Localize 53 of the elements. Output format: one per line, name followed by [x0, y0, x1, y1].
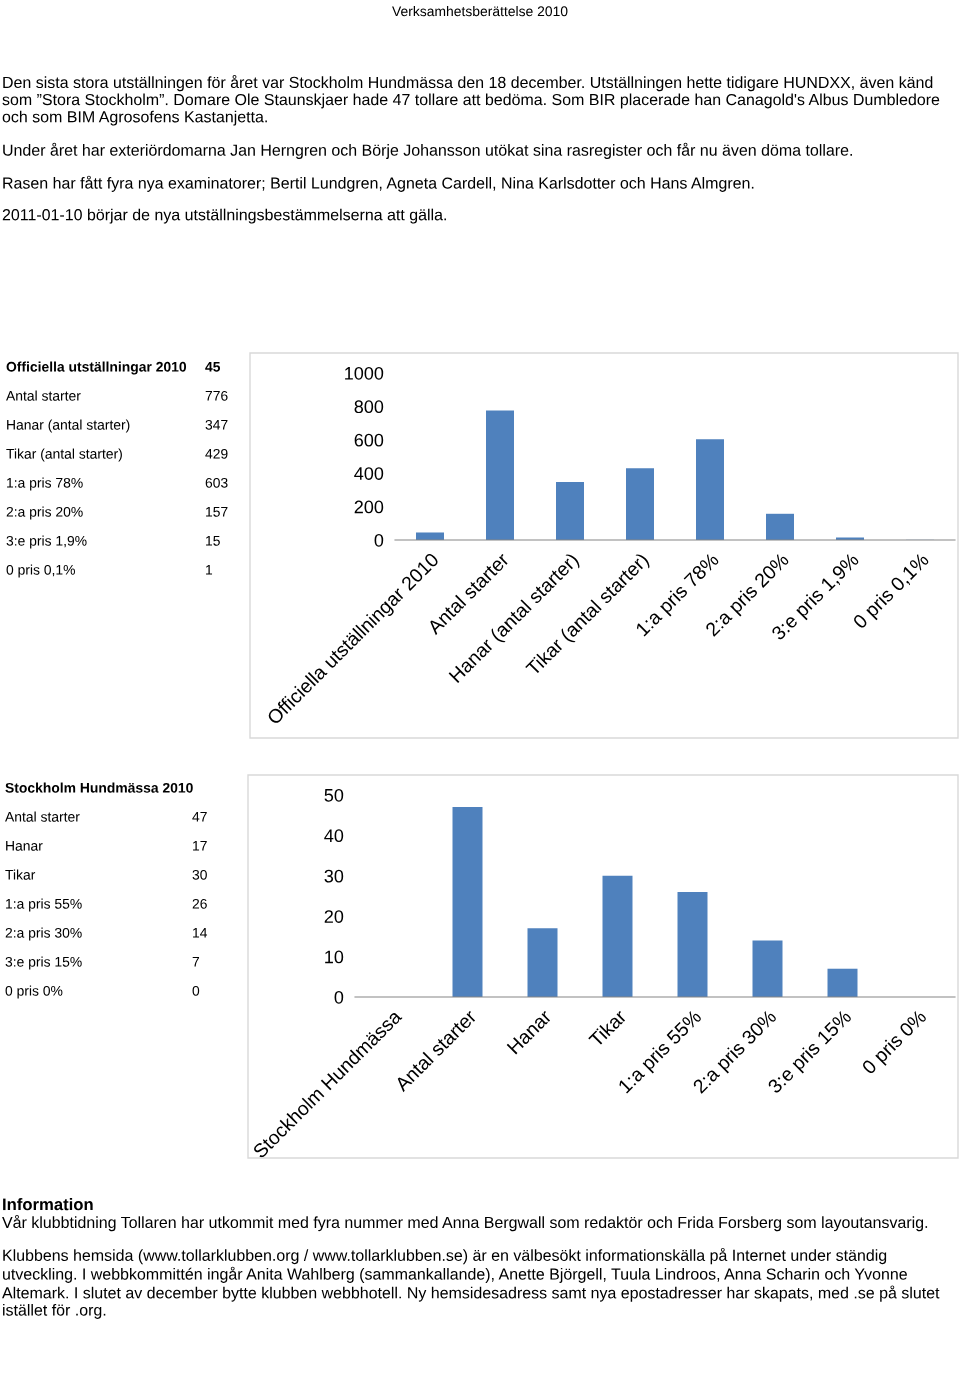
data-label: 15	[206, 536, 220, 546]
text: Information	[3, 1198, 93, 1211]
data-label: 45	[205, 362, 221, 372]
category-label: Hanar	[6, 841, 43, 851]
data-label: 776	[205, 390, 228, 401]
category-label: 0 pris 0%	[5, 985, 63, 999]
category-label: Antal starter	[6, 390, 81, 401]
data-label: 347	[205, 419, 228, 430]
y-tick-label: 1000	[345, 366, 384, 380]
y-tick-label: 30	[324, 869, 344, 883]
data-label: 30	[192, 869, 207, 880]
y-tick-label: 800	[354, 400, 384, 414]
data-label: 603	[205, 477, 228, 488]
y-tick-label: 0	[334, 990, 344, 1004]
data-label: 157	[206, 507, 228, 517]
x-tick-label: Tikar	[587, 1008, 628, 1048]
x-tick-label: 0 pris 0%	[860, 1008, 930, 1078]
text: 2011-01-10 börjar de nya utställningsbestämmelserna att gälla.	[2, 208, 446, 224]
data-label: 17	[193, 841, 207, 851]
data-label: 47	[192, 812, 207, 822]
data-label: 7	[192, 957, 200, 967]
text: Klubbens hemsida (www.tollarklubben.org / www.tollarklubben.se) är en välbesökt informationskälla på Internet under ständig utveckling. I webbkommittén ingår Anita Wahlberg (sammankallande), Anette Björgell, Tuula Lindroos, Anna Scharin och Yvonne Altemark. I slutet av december bytte klubben webbhotell. Ny hemsidesadress samt nya epostadresser har skapats, med .se på slutet istället för .org.	[2, 1247, 940, 1319]
category-label: 3:e pris 1,9%	[6, 535, 87, 549]
category-label: Tikar (antal starter)	[6, 448, 122, 462]
y-tick-label: 10	[325, 950, 344, 964]
y-tick-label: 0	[374, 533, 384, 547]
y-tick-label: 200	[354, 500, 384, 514]
y-tick-label: 20	[324, 910, 344, 923]
text: Den sista stora utställningen för året var Stockholm Hundmässa den 18 december. Utställningen hette tidigare HUNDXX, även känd som ”Stora Stockholm”. Domare Ole Staunskjaer hade 47 tollare att bedöma. Som BIR placerade han Canagold's Albus Dumbledore och som BIM Agrosofens Kastanjetta.	[2, 75, 940, 126]
category-label: 0 pris 0,1%	[6, 564, 75, 578]
category-label: Tikar	[5, 869, 36, 880]
data-label: 1	[206, 565, 213, 575]
category-label: 3:e pris 15%	[5, 956, 82, 970]
data-label: 14	[193, 928, 208, 938]
category-label: Antal starter	[5, 811, 80, 822]
data-label: 26	[192, 898, 207, 909]
text: Vår klubbtidning Tollaren har utkommit med fyra nummer med Anna Bergwall som redaktör och Frida Forsberg som layoutansvarig.	[2, 1215, 928, 1232]
text: Verksamhetsberättelse 2010	[392, 6, 568, 17]
y-tick-label: 600	[354, 433, 384, 447]
y-tick-label: 40	[324, 829, 344, 843]
category-label: 2:a pris 20%	[6, 506, 83, 520]
text: Under året har exteriördomarna Jan Herngren och Börje Johansson utökat sina rasregister och får nu även döma tollare.	[3, 142, 852, 159]
category-label: Hanar (antal starter)	[7, 419, 130, 433]
y-tick-label: 400	[354, 467, 384, 480]
category-label: 2:a pris 30%	[5, 927, 82, 941]
category-label: Officiella utställningar 2010	[6, 361, 187, 375]
category-label: 1:a pris 55%	[6, 898, 82, 912]
data-label: 0	[192, 985, 200, 996]
category-label: 1:a pris 78%	[7, 477, 83, 491]
text: Stockholm Hundmässa 2010	[5, 782, 193, 793]
y-tick-label: 50	[324, 788, 344, 802]
text: Rasen har fått fyra nya examinatorer; Bertil Lundgren, Agneta Cardell, Nina Karlsdotter och Hans Almgren.	[3, 175, 754, 192]
data-label: 429	[205, 448, 228, 459]
